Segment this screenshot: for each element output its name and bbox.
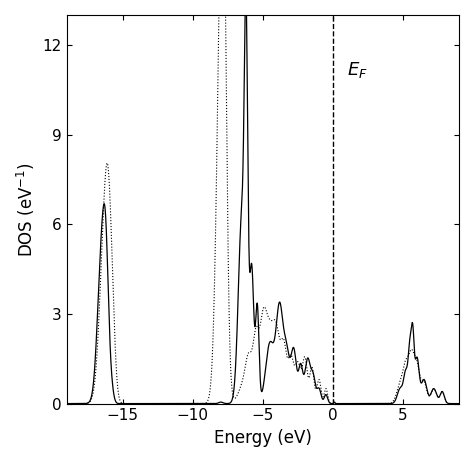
X-axis label: Energy (eV): Energy (eV)	[214, 429, 312, 447]
Y-axis label: DOS (eV$^{-1}$): DOS (eV$^{-1}$)	[15, 162, 37, 257]
Text: $E_F$: $E_F$	[347, 60, 368, 80]
